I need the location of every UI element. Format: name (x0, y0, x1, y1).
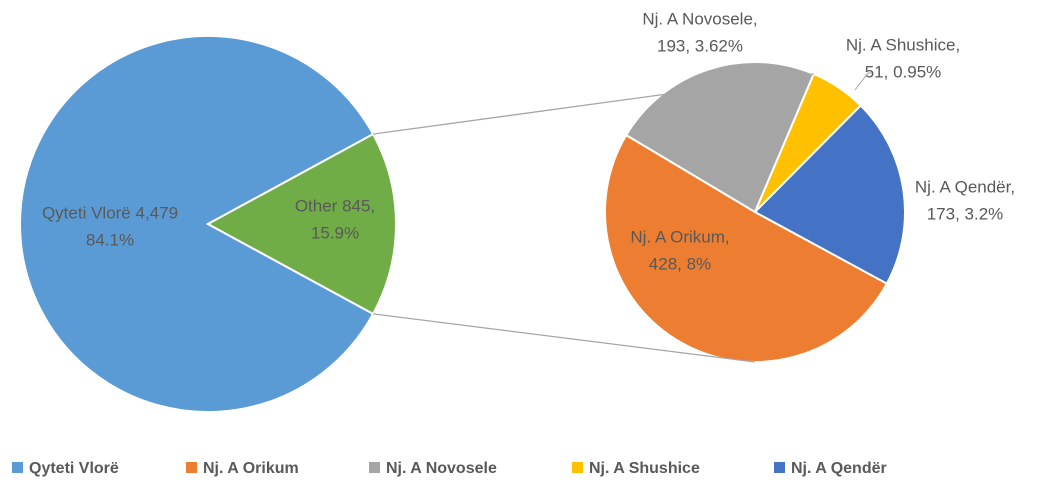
data-label: Nj. A Qendër, (915, 177, 1015, 196)
legend-label: Nj. A Novosele (386, 460, 497, 477)
leader-line (854, 72, 872, 91)
legend-swatch (186, 462, 197, 473)
data-label: Nj. A Shushice, (846, 35, 960, 54)
legend-swatch (774, 462, 785, 473)
data-label: 51, 0.95% (865, 62, 942, 81)
data-label: 84.1% (86, 230, 134, 249)
legend-swatch (12, 462, 23, 473)
legend-label: Qyteti Vlorë (29, 460, 119, 477)
pie-slice (604, 133, 889, 363)
pie-slice (205, 132, 397, 316)
data-label: Nj. A Orikum, (630, 227, 729, 246)
data-label: Nj. A Novosele, (642, 9, 757, 28)
data-label: 428, 8% (649, 254, 711, 273)
connector-line (373, 313, 756, 363)
legend-swatch (369, 462, 380, 473)
data-label: 173, 3.2% (927, 204, 1004, 223)
leader-line (631, 111, 662, 129)
pie-slice (753, 104, 906, 285)
connector-line (373, 73, 814, 135)
pie-slice (624, 61, 816, 214)
legend-label: Nj. A Qendër (791, 460, 887, 477)
data-label: Other 845, (295, 196, 375, 215)
legend-label: Nj. A Orikum (203, 460, 299, 477)
data-label: Qyteti Vlorë 4,479 (42, 203, 178, 222)
legend-label: Nj. A Shushice (589, 460, 700, 477)
data-label: 15.9% (311, 223, 359, 242)
legend-swatch (572, 462, 583, 473)
pie-slice (19, 35, 375, 413)
data-label: 193, 3.62% (657, 36, 743, 55)
